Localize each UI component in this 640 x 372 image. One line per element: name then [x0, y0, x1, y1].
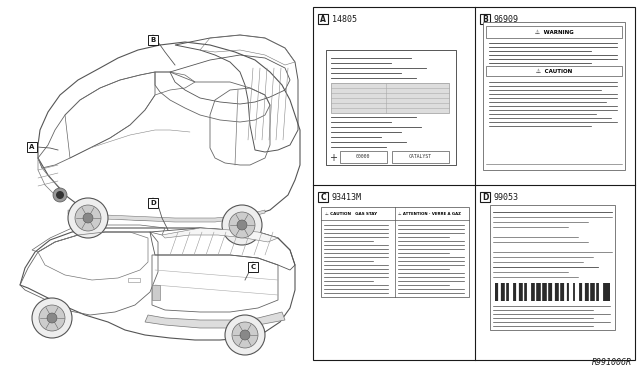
Polygon shape: [68, 210, 265, 222]
Bar: [480, 192, 490, 202]
Text: A: A: [320, 15, 326, 23]
Text: C: C: [250, 264, 255, 270]
Circle shape: [47, 313, 57, 323]
Text: C: C: [320, 192, 326, 202]
Bar: [313, 7, 635, 360]
Circle shape: [53, 188, 67, 202]
Bar: [480, 14, 490, 24]
Text: CATALYST: CATALYST: [408, 154, 431, 160]
Text: ⚠ CAUTION   GAS STAY: ⚠ CAUTION GAS STAY: [325, 212, 377, 216]
Circle shape: [39, 305, 65, 331]
Circle shape: [229, 212, 255, 238]
Circle shape: [68, 198, 108, 238]
Text: 99053: 99053: [494, 192, 519, 202]
Bar: [318, 192, 328, 202]
Circle shape: [232, 322, 258, 348]
Text: R991006R: R991006R: [592, 358, 632, 367]
Bar: [248, 262, 258, 272]
Bar: [486, 26, 622, 38]
Text: ⚠  CAUTION: ⚠ CAUTION: [536, 68, 572, 74]
Bar: [495, 283, 610, 301]
Circle shape: [237, 220, 247, 230]
Circle shape: [56, 191, 64, 199]
Text: A: A: [29, 144, 35, 150]
Text: D: D: [482, 192, 488, 202]
Text: 14805: 14805: [332, 15, 357, 23]
Text: 96909: 96909: [494, 15, 519, 23]
Circle shape: [75, 205, 101, 231]
Bar: [148, 198, 158, 208]
Circle shape: [32, 298, 72, 338]
Bar: [340, 151, 387, 163]
Text: B: B: [150, 37, 156, 43]
Text: 93413M: 93413M: [332, 192, 362, 202]
Polygon shape: [152, 285, 160, 300]
Text: ⚠  WARNING: ⚠ WARNING: [534, 29, 573, 35]
Text: D: D: [150, 200, 156, 206]
Bar: [486, 66, 622, 76]
Text: +: +: [329, 153, 337, 163]
Circle shape: [240, 330, 250, 340]
Bar: [331, 83, 449, 113]
Circle shape: [225, 315, 265, 355]
Bar: [318, 14, 328, 24]
Text: 00000: 00000: [356, 154, 370, 160]
Text: ⚠ ATTENTION · VERRE A GAZ: ⚠ ATTENTION · VERRE A GAZ: [398, 212, 461, 216]
Bar: [483, 22, 625, 170]
Bar: [326, 50, 456, 165]
Polygon shape: [162, 228, 278, 242]
Bar: [27, 142, 37, 152]
Circle shape: [222, 205, 262, 245]
Text: B: B: [482, 15, 488, 23]
Bar: [490, 205, 615, 330]
Bar: [321, 207, 469, 297]
Polygon shape: [145, 312, 285, 328]
Bar: [392, 151, 449, 163]
Bar: [148, 35, 158, 45]
Circle shape: [83, 213, 93, 223]
